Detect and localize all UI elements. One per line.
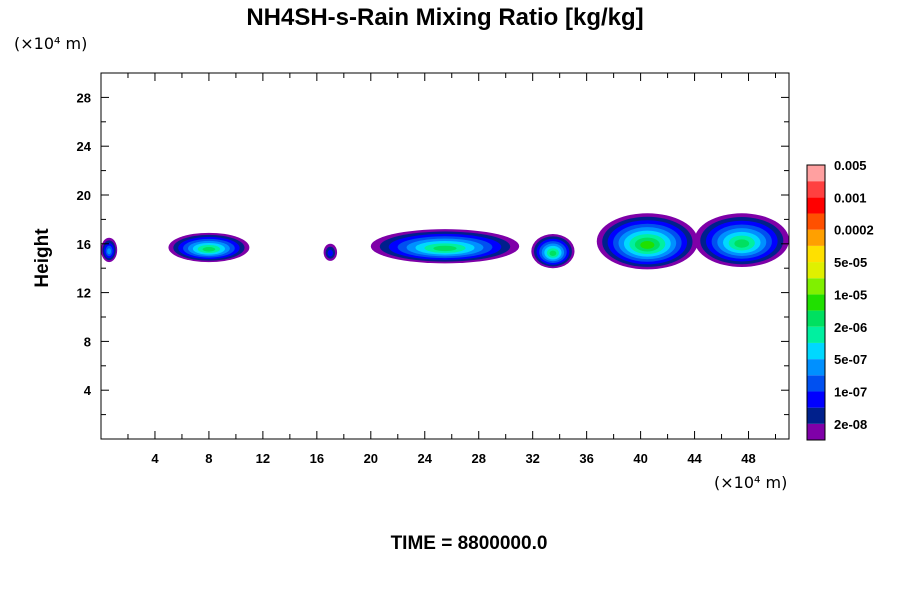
colorbar-label: 5e-07 (834, 352, 867, 367)
colorbar-label: 0.001 (834, 190, 867, 205)
contour-cells (101, 213, 789, 270)
colorbar-label: 1e-07 (834, 384, 867, 399)
x-tick-label: 16 (310, 451, 324, 466)
colorbar-label: 2e-08 (834, 417, 867, 432)
colorbar-swatch (807, 326, 825, 343)
colorbar: 2e-08 1e-07 5e-07 2e-06 1e-05 5e-05 0.0002 0.00… (806, 158, 874, 441)
contour-level (640, 241, 655, 249)
x-tick-label: 12 (256, 451, 270, 466)
x-axis-ticks: 4 8 12 16 20 24 28 32 36 40 44 48 (127, 73, 777, 466)
x-tick-label: 48 (741, 451, 755, 466)
colorbar-swatch (807, 197, 825, 214)
colorbar-swatch (807, 165, 825, 182)
contour-cell (101, 237, 118, 263)
x-tick-label: 24 (418, 451, 433, 466)
colorbar-swatch (807, 278, 825, 295)
x-tick-label: 8 (205, 451, 212, 466)
plot-frame (100, 72, 790, 440)
y-axis-ticks: 4 8 12 16 20 24 28 (77, 90, 789, 416)
contour-cell (168, 232, 250, 263)
contour-level (433, 245, 457, 252)
chart-title: NH4SH-s-Rain Mixing Ratio [kg/kg] (246, 4, 643, 31)
contour-level (549, 250, 557, 256)
colorbar-swatch (807, 342, 825, 360)
x-tick-label: 40 (633, 451, 647, 466)
colorbar-swatch (807, 213, 825, 230)
time-label: TIME = 8800000.0 (391, 533, 548, 554)
colorbar-swatch (807, 407, 825, 424)
x-tick-label: 20 (364, 451, 378, 466)
colorbar-frame (806, 164, 826, 441)
colorbar-swatch (807, 229, 825, 246)
colorbar-swatch (807, 310, 825, 327)
colorbar-swatch (807, 359, 825, 376)
colorbar-swatch (807, 391, 825, 408)
contour-level (734, 239, 750, 248)
x-tick-label: 36 (579, 451, 593, 466)
contour-level (327, 249, 333, 257)
y-tick-label: 20 (77, 188, 91, 203)
contour-cell (531, 234, 575, 269)
contour-level (202, 247, 216, 252)
y-tick-label: 4 (84, 383, 92, 398)
y-tick-label: 8 (84, 334, 91, 349)
contour-cell (694, 213, 789, 267)
colorbar-swatch (807, 375, 825, 392)
colorbar-label: 2e-06 (834, 320, 867, 335)
y-tick-label: 12 (77, 286, 91, 301)
y-axis-unit: (×10⁴ m) (14, 34, 87, 53)
colorbar-swatch (807, 245, 825, 263)
colorbar-swatch (807, 294, 825, 311)
y-tick-label: 28 (77, 90, 91, 105)
colorbar-label: 5e-05 (834, 255, 867, 270)
colorbar-label: 0.0002 (834, 223, 874, 238)
y-axis-label: Height (32, 228, 53, 288)
x-tick-label: 44 (687, 451, 702, 466)
x-tick-label: 4 (151, 451, 159, 466)
colorbar-label: 0.005 (834, 158, 867, 173)
x-tick-label: 32 (525, 451, 539, 466)
y-tick-label: 16 (77, 237, 91, 252)
colorbar-label: 1e-05 (834, 287, 867, 302)
colorbar-swatch (807, 181, 825, 198)
y-tick-label: 24 (77, 139, 92, 154)
colorbar-swatch (807, 423, 825, 440)
x-tick-label: 28 (471, 451, 485, 466)
contour-cell (596, 213, 698, 270)
contour-cell (323, 243, 338, 261)
contour-cell (370, 229, 520, 264)
colorbar-swatch (807, 262, 825, 279)
contour-level (107, 248, 112, 255)
x-axis-unit: (×10⁴ m) (714, 473, 787, 492)
